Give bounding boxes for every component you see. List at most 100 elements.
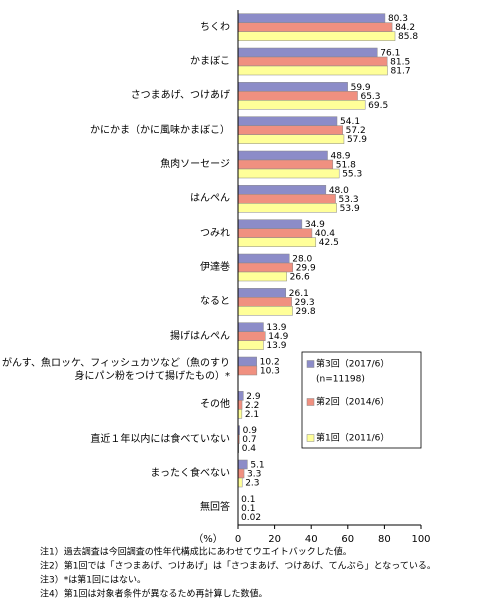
value-label: 55.3 (342, 170, 362, 180)
bar (237, 194, 336, 204)
value-label: 57.2 (346, 126, 366, 136)
bar (237, 116, 338, 126)
note: 注3）*は第1回にはない。 (40, 574, 146, 586)
value-label: 0.9 (243, 426, 258, 436)
category-label: 揚げはんぺん (170, 330, 230, 342)
legend-swatch (306, 398, 315, 406)
category-label-text: 魚肉ソーセージ (160, 158, 230, 170)
bar (237, 271, 287, 282)
value-label: 0.1 (241, 495, 255, 505)
value-label: 3.3 (247, 470, 261, 480)
value-label: 14.9 (268, 332, 288, 342)
value-label: 29.3 (295, 298, 315, 308)
legend-label: 第1回（2011/6） (316, 432, 389, 444)
value-label: 57.9 (347, 135, 367, 145)
category-label-text: ちくわ (200, 21, 230, 33)
category-label: 無回答 (200, 502, 230, 513)
bar (237, 409, 243, 419)
value-label: 2.3 (245, 479, 259, 489)
value-label: 10.3 (260, 367, 280, 377)
bar (237, 65, 388, 76)
x-tick-label: 20 (268, 534, 281, 545)
value-label: 29.9 (296, 264, 316, 274)
category-label-text: かまぼこ (190, 55, 230, 67)
bar (237, 322, 264, 332)
legend-note: (n=11198) (316, 375, 365, 385)
value-label: 53.3 (339, 195, 359, 205)
bar (237, 134, 345, 144)
value-label: 85.8 (398, 32, 418, 42)
value-label: 34.9 (305, 220, 325, 230)
value-label: 76.1 (380, 49, 400, 59)
bar (237, 365, 258, 376)
category-label: 直近１年以内には食べていない (90, 433, 230, 445)
value-label: 81.7 (391, 67, 411, 77)
category-label: ちくわ (200, 21, 230, 33)
value-label: 84.2 (395, 23, 415, 33)
x-tick-label: 60 (341, 534, 354, 545)
value-label: 0.02 (241, 513, 261, 523)
legend-swatch (306, 360, 315, 368)
category-label-text: がんす、魚ロッケ、フィッシュカツなど（魚のすり身にパン粉をつけて揚げたもの）* (2, 358, 230, 383)
value-label: 2.1 (245, 410, 259, 420)
bar (237, 297, 292, 307)
category-label-text: つみれ (200, 227, 230, 239)
value-label: 53.9 (340, 204, 360, 214)
category-label: なると (200, 296, 230, 308)
category-label: つみれ (200, 227, 230, 239)
value-label: 69.5 (368, 101, 388, 111)
bar (237, 159, 334, 170)
value-label: 65.3 (360, 92, 380, 102)
bar (237, 125, 343, 135)
bar (237, 82, 348, 92)
x-tick-label: 40 (305, 534, 318, 545)
category-label: はんぺん (190, 193, 230, 205)
category-label-text: はんぺん (190, 193, 230, 205)
category-label: 伊達巻 (200, 261, 230, 273)
value-label: 54.1 (340, 117, 360, 127)
bar (237, 91, 358, 101)
value-label: 2.9 (246, 392, 261, 402)
x-tick-label: 0 (235, 534, 241, 545)
value-label: 48.0 (329, 186, 349, 196)
bar (237, 56, 388, 67)
note: 注4）第1回は対象者条件が異なるため再計算した数値。 (40, 588, 267, 600)
bar (237, 237, 317, 247)
bar (237, 185, 327, 195)
bar (237, 468, 245, 479)
legend-label: 第2回（2014/6） (316, 396, 389, 408)
bar (237, 459, 248, 470)
value-label: 13.9 (266, 323, 286, 333)
bar (237, 340, 264, 350)
value-label: 26.6 (290, 273, 310, 283)
category-label-text: まったく食べない (150, 467, 230, 479)
category-label: かまぼこ (190, 55, 230, 67)
bar (237, 331, 266, 341)
bar (237, 306, 293, 316)
value-label: 0.7 (242, 435, 256, 445)
value-label: 48.9 (330, 152, 350, 162)
value-label: 13.9 (266, 341, 286, 351)
category-label-text: 直近１年以内には食べていない (90, 433, 230, 445)
value-label: 0.1 (241, 504, 255, 514)
bar (237, 100, 366, 110)
value-label: 2.2 (245, 401, 259, 411)
category-label-text: その他 (200, 399, 230, 411)
value-label: 28.0 (292, 255, 312, 265)
category-label-text: 揚げはんぺん (170, 330, 230, 342)
category-label: かにかま（かに風味かまぼこ） (90, 125, 230, 136)
bar (237, 400, 243, 410)
value-label: 80.3 (388, 14, 408, 24)
bar (237, 253, 290, 264)
x-tick-label: 80 (378, 534, 391, 545)
category-label-text: なると (200, 296, 230, 308)
category-label: その他 (200, 399, 230, 411)
bar (237, 288, 287, 298)
value-label: 42.5 (319, 238, 339, 248)
category-label-text: 伊達巻 (200, 261, 230, 273)
bar (237, 219, 303, 229)
legend-label: 第3回（2017/6） (316, 358, 389, 370)
bar (237, 477, 243, 488)
value-label: 51.8 (336, 161, 356, 171)
